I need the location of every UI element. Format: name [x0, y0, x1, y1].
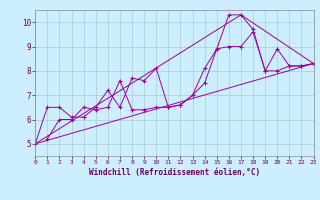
X-axis label: Windchill (Refroidissement éolien,°C): Windchill (Refroidissement éolien,°C): [89, 168, 260, 177]
